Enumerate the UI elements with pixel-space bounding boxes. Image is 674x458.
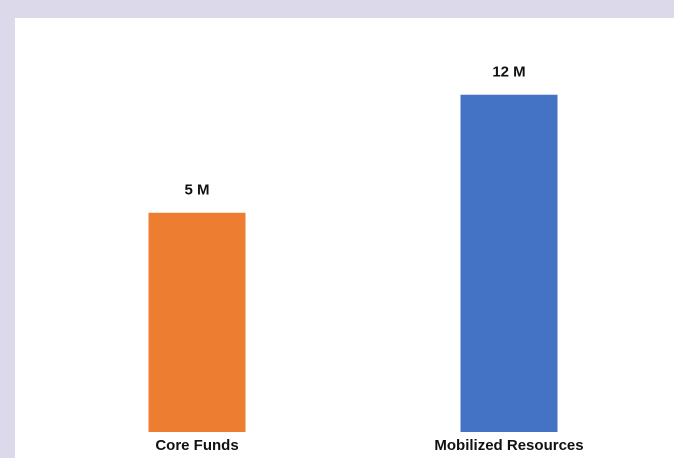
data-label: 12 M	[492, 64, 525, 81]
x-tick-label: Core Funds	[155, 437, 238, 454]
bar	[148, 212, 246, 432]
bar	[460, 94, 558, 433]
x-tick-label: Mobilized Resources	[434, 437, 583, 454]
data-label: 5 M	[184, 182, 209, 199]
plot-panel	[15, 18, 674, 458]
